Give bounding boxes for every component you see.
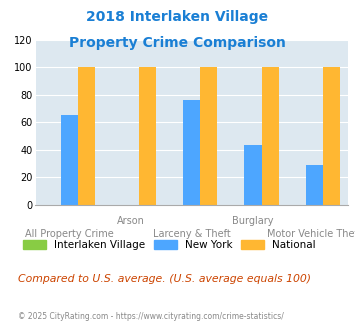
Text: Burglary: Burglary [232,216,274,226]
Bar [244,146,262,205]
Bar [78,67,95,205]
Legend: Interlaken Village, New York, National: Interlaken Village, New York, National [23,240,316,250]
Text: © 2025 CityRating.com - https://www.cityrating.com/crime-statistics/: © 2025 CityRating.com - https://www.city… [18,312,284,321]
Text: Larceny & Theft: Larceny & Theft [153,229,231,239]
Text: Compared to U.S. average. (U.S. average equals 100): Compared to U.S. average. (U.S. average … [18,274,311,284]
Bar [323,67,340,205]
Text: 2018 Interlaken Village: 2018 Interlaken Village [86,10,269,24]
Text: Arson: Arson [116,216,144,226]
Bar [200,67,217,205]
Text: Motor Vehicle Theft: Motor Vehicle Theft [267,229,355,239]
Bar [61,115,78,205]
Bar [262,67,279,205]
Bar [306,165,323,205]
Text: Property Crime Comparison: Property Crime Comparison [69,36,286,50]
Bar [183,100,200,205]
Text: All Property Crime: All Property Crime [25,229,114,239]
Bar [139,67,156,205]
